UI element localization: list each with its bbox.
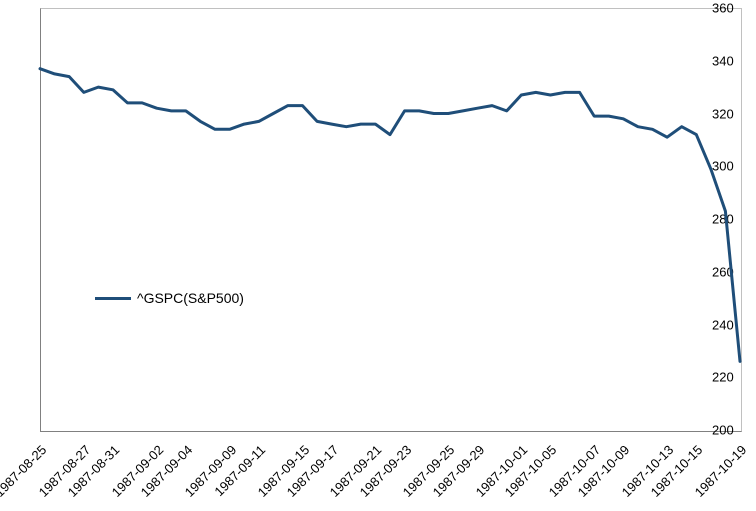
series-line [40,69,740,362]
line-chart: ^GSPC(S&P500) 20022024026028030032034036… [0,0,756,507]
chart-svg [0,0,756,507]
